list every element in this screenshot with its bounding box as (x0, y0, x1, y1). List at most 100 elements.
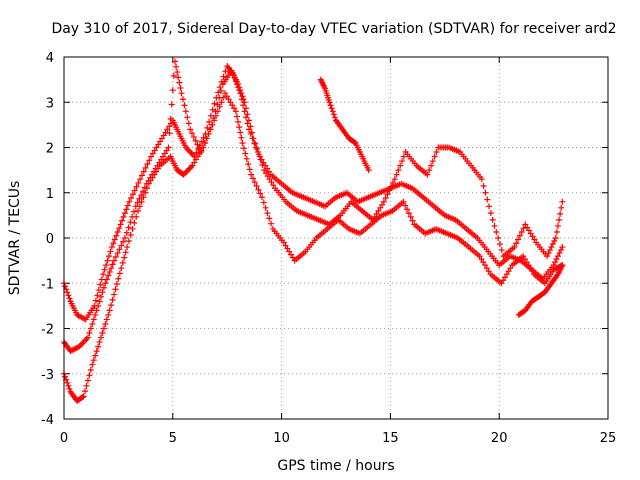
data-point (223, 93, 230, 100)
data-point (240, 96, 247, 103)
data-point (62, 283, 69, 290)
data-point (173, 63, 180, 70)
data-point (552, 235, 559, 241)
data-point (115, 275, 122, 282)
data-point (520, 253, 527, 260)
data-point (400, 198, 407, 205)
y-tick-label: 4 (46, 51, 54, 66)
data-point (112, 253, 119, 260)
data-point (136, 203, 143, 210)
data-point (65, 292, 72, 299)
data-point (379, 201, 386, 208)
data-point (529, 268, 536, 275)
data-point (487, 210, 494, 217)
data-point (129, 225, 136, 232)
data-point (402, 202, 409, 209)
data-point (525, 227, 532, 234)
data-point (243, 105, 250, 112)
data-point (480, 259, 487, 266)
data-point (558, 204, 565, 211)
data-point (478, 256, 485, 263)
data-point (431, 153, 438, 160)
data-point (266, 176, 273, 183)
data-point (158, 135, 165, 142)
data-point (111, 257, 118, 264)
data-point (505, 268, 512, 275)
data-point (218, 99, 225, 106)
data-point (513, 240, 520, 247)
data-point (527, 265, 534, 272)
data-point (511, 244, 518, 251)
data-point (522, 221, 529, 228)
data-point (185, 120, 192, 127)
data-point (100, 284, 107, 291)
data-point (123, 229, 130, 236)
data-point (125, 238, 132, 245)
data-point (200, 134, 207, 141)
data-point (106, 268, 113, 275)
data-point (238, 134, 245, 141)
data-point (109, 261, 116, 268)
data-point (389, 179, 396, 186)
data-point (516, 232, 523, 239)
data-point (195, 146, 202, 153)
data-point (246, 166, 253, 173)
data-point (520, 225, 527, 232)
data-point (140, 194, 147, 201)
data-point (485, 268, 492, 275)
data-point (89, 361, 96, 368)
data-point (248, 171, 255, 178)
grid-lines (64, 57, 608, 419)
data-point (255, 151, 262, 158)
data-point (245, 161, 252, 168)
data-point (241, 108, 248, 115)
data-point (373, 210, 380, 217)
data-point (140, 168, 147, 175)
data-point (100, 325, 107, 332)
y-tick-label: 1 (46, 187, 54, 202)
data-point (556, 216, 563, 223)
data-point (130, 208, 137, 215)
data-point (557, 247, 564, 254)
data-point (178, 90, 185, 97)
data-point (176, 79, 183, 86)
data-point (524, 224, 531, 231)
data-point (114, 228, 121, 235)
data-point (120, 213, 127, 220)
y-axis-label: SDTVAR / TECUs (7, 181, 23, 296)
data-point (218, 87, 225, 94)
data-point (268, 220, 275, 227)
data-point (168, 101, 175, 108)
data-point (202, 139, 209, 146)
data-point (86, 372, 93, 379)
data-point (212, 112, 219, 119)
data-marks (61, 58, 566, 404)
data-point (104, 257, 111, 264)
data-point (166, 123, 173, 130)
data-point (146, 157, 153, 164)
data-point (166, 130, 173, 137)
data-point (149, 150, 156, 157)
data-point (97, 293, 104, 300)
series-pass-5 (515, 262, 566, 318)
data-point (94, 292, 101, 299)
x-tick-label: 10 (273, 431, 290, 446)
data-point (553, 256, 560, 263)
data-point (236, 124, 243, 131)
data-point (111, 291, 118, 298)
data-point (116, 225, 123, 232)
data-point (87, 366, 94, 373)
y-tick-label: -1 (41, 277, 54, 292)
data-point (117, 221, 124, 228)
data-point (216, 84, 223, 91)
data-point (187, 126, 194, 133)
data-point (121, 210, 128, 217)
data-point (388, 183, 395, 190)
data-point (83, 382, 90, 389)
data-point (124, 202, 131, 209)
data-point (557, 210, 564, 217)
data-point (211, 117, 218, 124)
data-point (110, 240, 117, 247)
series-pass-3 (61, 90, 566, 404)
data-point (552, 259, 559, 266)
